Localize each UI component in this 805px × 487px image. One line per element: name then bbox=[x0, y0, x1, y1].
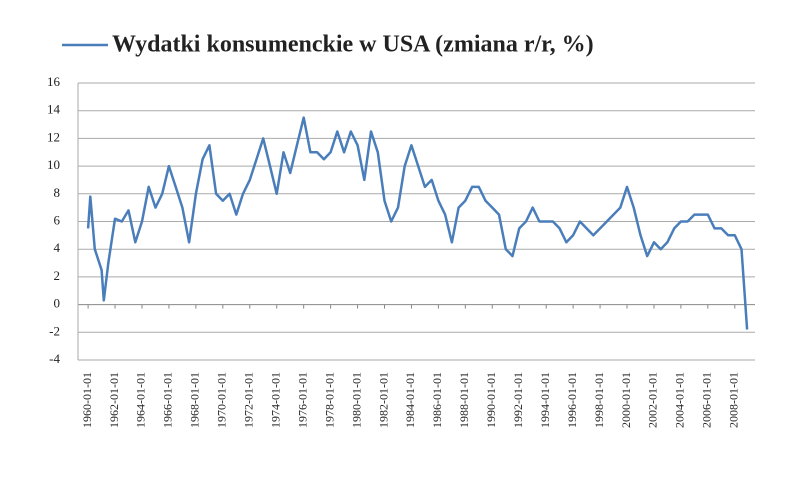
y-tick-label: 6 bbox=[54, 212, 61, 227]
x-tick-label: 2006-01-01 bbox=[700, 372, 714, 428]
x-tick-label: 1986-01-01 bbox=[430, 372, 444, 428]
y-tick-label: 12 bbox=[47, 129, 60, 144]
x-tick-label: 1976-01-01 bbox=[295, 372, 309, 428]
x-tick-label: 1962-01-01 bbox=[107, 372, 121, 428]
y-tick-label: 14 bbox=[47, 102, 61, 117]
x-tick-label: 1968-01-01 bbox=[188, 372, 202, 428]
legend-label: Wydatki konsumenckie w USA (zmiana r/r, … bbox=[112, 32, 594, 58]
x-tick-label: 1988-01-01 bbox=[457, 372, 471, 428]
y-tick-label: 2 bbox=[54, 268, 61, 283]
y-tick-label: 16 bbox=[47, 74, 61, 89]
x-tick-label: 2004-01-01 bbox=[673, 372, 687, 428]
x-tick-label: 1982-01-01 bbox=[376, 372, 390, 428]
x-tick-label: 1980-01-01 bbox=[349, 372, 363, 428]
x-tick-label: 1964-01-01 bbox=[134, 372, 148, 428]
x-tick-label: 1992-01-01 bbox=[511, 372, 525, 428]
x-tick-label: 1960-01-01 bbox=[80, 372, 94, 428]
y-tick-label: -4 bbox=[49, 351, 60, 366]
y-tick-label: 4 bbox=[54, 240, 61, 255]
x-tick-label: 1966-01-01 bbox=[161, 372, 175, 428]
x-tick-label: 1990-01-01 bbox=[484, 372, 498, 428]
y-tick-label: 0 bbox=[54, 296, 61, 311]
y-tick-label: 10 bbox=[47, 157, 60, 172]
x-tick-label: 2000-01-01 bbox=[619, 372, 633, 428]
x-tick-label: 1972-01-01 bbox=[242, 372, 256, 428]
x-tick-label: 1974-01-01 bbox=[268, 372, 282, 428]
x-tick-label: 2002-01-01 bbox=[646, 372, 660, 428]
x-tick-label: 2008-01-01 bbox=[727, 372, 741, 428]
y-tick-label: 8 bbox=[54, 185, 61, 200]
x-tick-label: 1984-01-01 bbox=[403, 372, 417, 428]
x-tick-label: 1994-01-01 bbox=[538, 372, 552, 428]
x-tick-label: 1996-01-01 bbox=[565, 372, 579, 428]
series-line bbox=[86, 116, 749, 330]
x-tick-label: 1998-01-01 bbox=[592, 372, 606, 428]
y-tick-label: -2 bbox=[49, 323, 60, 338]
x-tick-label: 1978-01-01 bbox=[322, 372, 336, 428]
x-tick-label: 1970-01-01 bbox=[215, 372, 229, 428]
